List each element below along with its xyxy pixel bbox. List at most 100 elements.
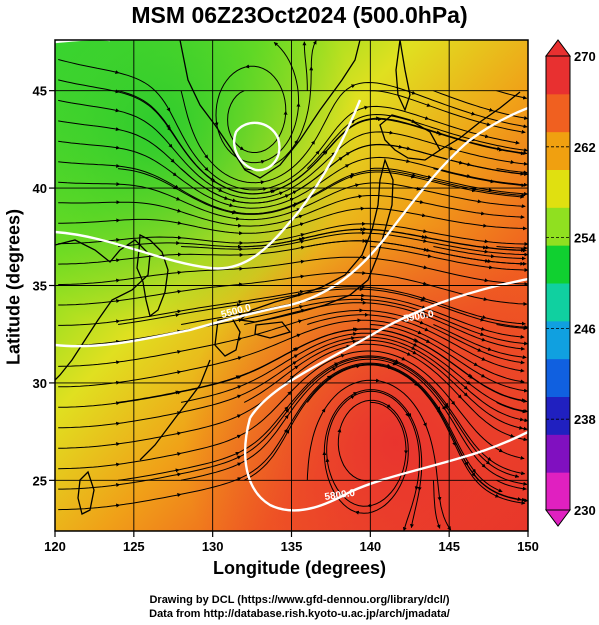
streamline — [244, 236, 306, 247]
streamline — [325, 457, 368, 507]
streamline — [484, 213, 525, 220]
streamline — [475, 472, 503, 493]
streamline — [119, 370, 182, 383]
streamline — [433, 246, 495, 259]
china-coast — [55, 239, 151, 381]
streamline — [426, 298, 487, 320]
streamline — [470, 176, 528, 187]
streamline — [58, 442, 121, 449]
colorbar-bottom-arrow — [545, 509, 571, 527]
streamline — [429, 250, 492, 264]
streamline — [304, 221, 366, 235]
y-tick-label: 25 — [33, 473, 47, 488]
streamline — [58, 120, 120, 132]
streamline — [491, 460, 526, 476]
streamline — [410, 148, 472, 167]
x-axis-label: Longitude (degrees) — [212, 558, 386, 578]
lat-lon-grid — [55, 40, 528, 531]
streamline — [488, 241, 528, 247]
streamline — [242, 222, 305, 234]
colorbar-tick-label: 238 — [574, 412, 596, 427]
streamline — [398, 363, 449, 410]
streamline — [58, 278, 121, 285]
streamline — [489, 247, 526, 253]
streamline — [303, 206, 365, 224]
streamline — [266, 150, 320, 189]
streamline — [433, 168, 495, 184]
x-tick-label: 140 — [359, 539, 381, 554]
streamline — [414, 176, 476, 193]
colorbar-segment — [546, 320, 570, 360]
streamline — [335, 358, 397, 369]
streamline — [318, 105, 369, 152]
streamline — [337, 428, 371, 482]
streamline — [119, 147, 178, 177]
streamline — [273, 42, 300, 104]
streamline — [490, 124, 526, 134]
streamline — [236, 202, 298, 215]
streamline — [338, 356, 400, 365]
streamline — [296, 327, 358, 349]
colorbar-segment — [546, 245, 570, 284]
streamline — [119, 183, 181, 201]
streamline — [58, 59, 120, 75]
streamline — [337, 355, 400, 364]
streamline — [433, 324, 492, 351]
x-tick-label: 125 — [123, 539, 145, 554]
streamline — [393, 132, 454, 151]
streamline — [58, 99, 120, 113]
streamline — [364, 295, 427, 310]
streamline — [58, 462, 121, 470]
streamline — [310, 40, 317, 67]
hokkaido — [379, 114, 441, 161]
streamline — [235, 203, 297, 215]
streamline — [243, 110, 288, 153]
colorbar-segment — [546, 207, 570, 246]
streamline — [368, 240, 431, 253]
streamline — [58, 218, 121, 224]
streamline — [425, 311, 485, 336]
streamline — [461, 398, 515, 438]
streamline — [119, 390, 182, 404]
streamline — [496, 246, 528, 251]
streamline — [240, 408, 290, 457]
streamline — [179, 242, 242, 249]
streamline — [364, 207, 427, 218]
streamline — [245, 64, 287, 112]
streamline — [415, 121, 476, 142]
streamline — [243, 429, 290, 481]
streamline — [370, 401, 408, 455]
streamline — [325, 116, 381, 152]
streamline — [118, 468, 180, 481]
streamline — [486, 225, 527, 231]
streamline — [300, 318, 362, 335]
streamline — [379, 117, 441, 135]
colorbar-tick-label: 254 — [574, 231, 596, 246]
streamline — [119, 110, 173, 149]
streamline — [286, 375, 332, 430]
korea-peninsula — [136, 233, 169, 318]
streamline — [240, 360, 297, 396]
wind-streamlines — [58, 40, 528, 531]
streamline — [432, 402, 469, 466]
streamline — [410, 354, 462, 399]
streamline — [208, 170, 268, 192]
streamline — [402, 489, 417, 531]
streamline — [306, 119, 356, 169]
contour-label-5900: 5900.0 — [403, 309, 435, 325]
streamline — [354, 336, 416, 350]
colorbar-segment — [546, 396, 570, 435]
streamline — [379, 380, 427, 427]
streamline — [415, 175, 478, 191]
streamline — [476, 189, 526, 198]
streamline — [300, 183, 360, 210]
streamline — [241, 354, 299, 387]
streamline — [521, 497, 526, 502]
contour-label-5800: 5800.0 — [324, 488, 356, 503]
axis-ticks: 120 125 130 135 140 145 150 25 30 35 40 45 — [33, 84, 539, 554]
ryukyu-islands — [139, 359, 211, 461]
streamline — [119, 252, 182, 261]
streamline — [358, 182, 421, 191]
streamline — [287, 367, 337, 416]
colorbar: 270 262 254 246 238 230 — [545, 39, 596, 527]
